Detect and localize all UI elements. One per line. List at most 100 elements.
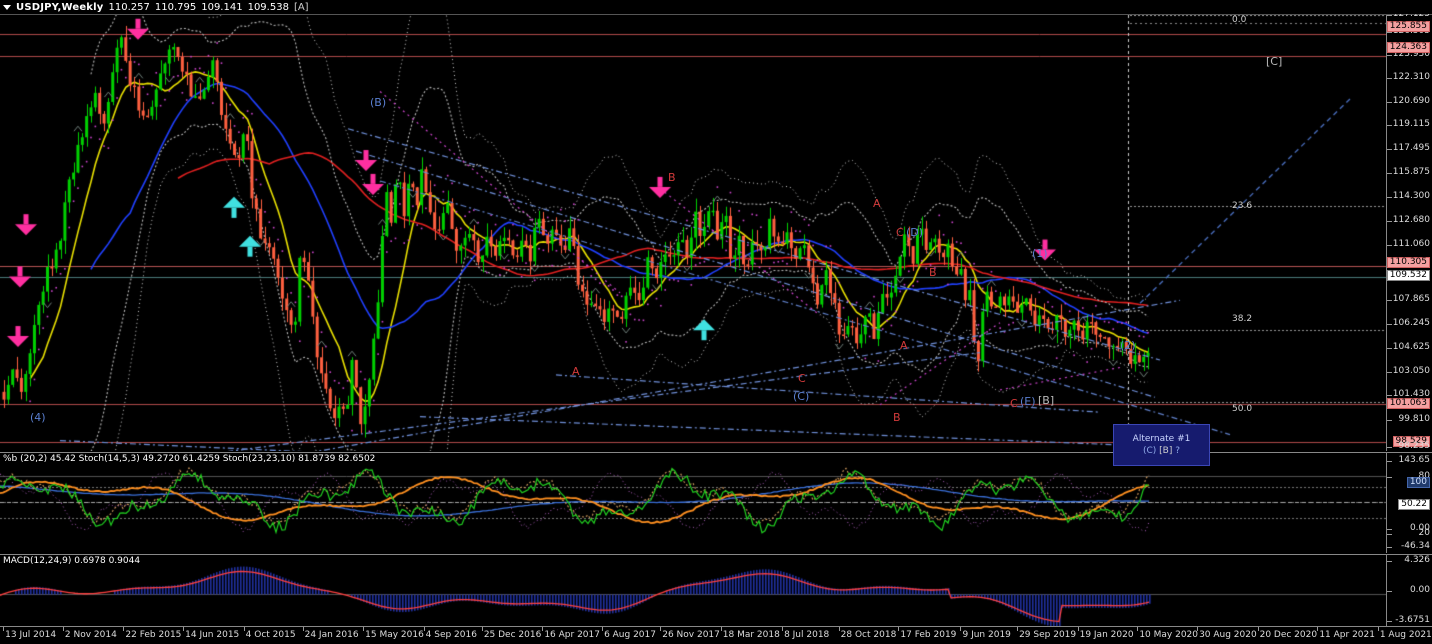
axis-label: 122.310: [1392, 72, 1430, 82]
axis-label: 106.245: [1392, 318, 1430, 328]
time-axis-label: 18 Mar 2018: [722, 630, 780, 640]
time-tick: [720, 627, 722, 631]
axis-label: 98.235: [1398, 441, 1431, 451]
time-tick: [898, 627, 900, 631]
time-axis-label: 17 Feb 2019: [900, 630, 957, 640]
time-tick: [481, 627, 483, 631]
axis-tick: [1387, 477, 1392, 478]
axis-label: 98.529: [1392, 436, 1430, 447]
time-axis-label: 1 Aug 2021: [1379, 630, 1432, 640]
axis-label: 80: [1418, 471, 1430, 481]
axis-tick: [1387, 125, 1392, 126]
axis-tick: [1387, 173, 1392, 174]
macd-axis[interactable]: 4.326 0.00 -3.6751: [1386, 555, 1432, 627]
axis-label: 109.532: [1386, 270, 1430, 281]
axis-tick: [1387, 395, 1392, 396]
time-axis-label: 16 Apr 2017: [544, 630, 600, 640]
wave-label: A: [873, 197, 881, 210]
axis-tick: [1387, 591, 1392, 592]
time-axis-label: 6 Aug 2017: [604, 630, 656, 640]
wave-label: C: [896, 226, 904, 239]
fib-level-label: 50.0: [1232, 404, 1253, 414]
wave-label: (C): [793, 390, 810, 403]
axis-label: -46.34: [1400, 541, 1430, 551]
axis-tick: [1387, 447, 1392, 448]
wave-tag-label: [A]: [293, 1, 309, 13]
time-tick: [123, 627, 125, 631]
time-axis-label: 10 May 2020: [1139, 630, 1199, 640]
quote-open: 110.257: [108, 1, 150, 13]
oscillator-pane[interactable]: 143.65 80 100 50.22 0.00 20 -46.34: [0, 452, 1432, 553]
alternate-scenario-box[interactable]: Alternate #1 (C) [B] ?: [1113, 424, 1210, 466]
wave-label: (4): [30, 411, 46, 424]
axis-tick: [1387, 197, 1392, 198]
time-axis-label: 25 Dec 2016: [483, 630, 542, 640]
time-tick: [782, 627, 784, 631]
axis-label: 0.00: [1409, 523, 1430, 533]
time-tick: [1317, 627, 1319, 631]
alternate-box-labels: (C) [B] ?: [1143, 446, 1180, 456]
axis-label: -3.6751: [1395, 615, 1430, 625]
wave-label: [C]: [1266, 55, 1283, 68]
alternate-label-q: ?: [1175, 446, 1181, 456]
axis-tick: [1387, 534, 1392, 535]
axis-label: 101.063: [1386, 398, 1430, 409]
symbol-label: USDJPY,Weekly: [16, 1, 104, 13]
time-axis-label: 2 Nov 2014: [64, 630, 117, 640]
macd-indicator-label: MACD(12,24,9) 0.6978 0.9044: [3, 556, 141, 566]
time-tick: [363, 627, 365, 631]
time-axis-label: 4 Oct 2015: [245, 630, 296, 640]
time-axis-label: 26 Nov 2017: [662, 630, 720, 640]
time-tick: [1077, 627, 1079, 631]
axis-tick: [1387, 221, 1392, 222]
time-axis-label: 22 Feb 2015: [125, 630, 182, 640]
axis-tick: [1387, 32, 1392, 33]
axis-label: 103.050: [1392, 366, 1430, 376]
axis-tick: [1387, 149, 1392, 150]
quote-low: 109.141: [201, 1, 243, 13]
wave-label: C: [1010, 397, 1018, 410]
time-axis-label: 13 Jul 2014: [5, 630, 57, 640]
macd-pane[interactable]: 4.326 0.00 -3.6751: [0, 554, 1432, 627]
axis-label: 123.930: [1392, 49, 1430, 59]
time-tick: [542, 627, 544, 631]
time-axis-label: 19 Jan 2020: [1079, 630, 1134, 640]
time-tick: [1377, 627, 1379, 631]
triangle-down-icon[interactable]: [3, 4, 11, 10]
oscillator-axis[interactable]: 143.65 80 100 50.22 0.00 20 -46.34: [1386, 453, 1432, 553]
wave-label: (D): [906, 226, 924, 239]
axis-tick: [1387, 324, 1392, 325]
axis-label: 99.810: [1398, 414, 1431, 424]
wave-label: (2): [1120, 339, 1136, 352]
axis-label: 50.22: [1398, 499, 1430, 510]
axis-tick: [1387, 78, 1392, 79]
axis-tick: [1387, 561, 1392, 562]
time-axis[interactable]: 13 Jul 2014 2 Nov 2014 22 Feb 2015 14 Jun 2…: [0, 626, 1432, 644]
axis-label: 107.865: [1392, 294, 1430, 304]
price-pane[interactable]: (4) (B) B A C (C) A C (D) B A B C (E) [B] (1) (2) [C] 0.0…: [0, 10, 1432, 466]
fib-level-label: 0.0: [1232, 15, 1247, 25]
time-tick: [62, 627, 64, 631]
time-axis-label: 14 Jun 2015: [185, 630, 240, 640]
axis-tick: [1387, 102, 1392, 103]
time-tick: [1257, 627, 1259, 631]
wave-label: C: [798, 372, 806, 385]
time-tick: [602, 627, 604, 631]
time-axis-label: 11 Apr 2021: [1319, 630, 1375, 640]
axis-tick: [1387, 547, 1392, 548]
price-axis[interactable]: 127.125126.505125.855123.930124.363122.3…: [1386, 10, 1432, 451]
axis-label: 127.125: [1392, 9, 1430, 19]
wave-label: A: [900, 339, 908, 352]
oscillator-indicator-label: %b (20,2) 45.42 Stoch(14,5,3) 49.2720 61…: [3, 454, 376, 464]
axis-tick: [1387, 372, 1392, 373]
alternate-box-title: Alternate #1: [1132, 434, 1191, 444]
time-axis-label: 15 May 2016: [365, 630, 424, 640]
axis-label: 119.115: [1392, 119, 1430, 129]
time-tick: [660, 627, 662, 631]
quote-close: 109.538: [247, 1, 289, 13]
time-axis-label: 4 Sep 2016: [425, 630, 477, 640]
axis-label: 114.300: [1392, 191, 1430, 201]
time-tick: [243, 627, 245, 631]
time-tick: [838, 627, 840, 631]
time-axis-label: 28 Oct 2018: [840, 630, 897, 640]
